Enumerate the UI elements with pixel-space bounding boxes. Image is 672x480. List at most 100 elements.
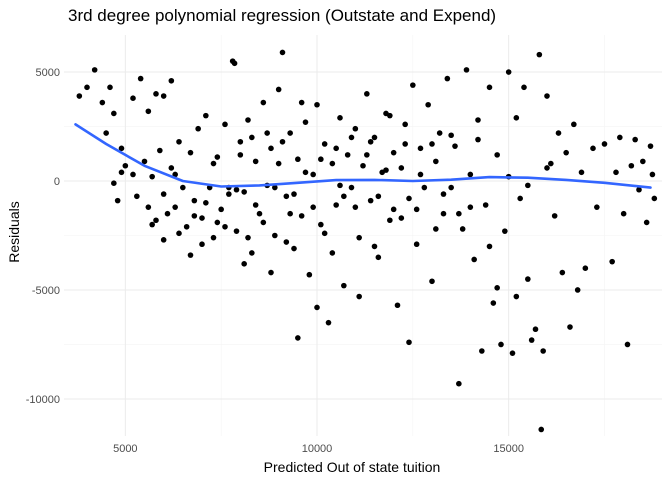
y-tick-label: 0	[54, 176, 60, 188]
data-point	[601, 141, 608, 147]
data-point	[291, 191, 297, 197]
data-point	[287, 210, 293, 217]
data-point	[398, 165, 405, 171]
data-point	[425, 101, 431, 108]
data-point	[187, 252, 194, 258]
data-point	[486, 243, 493, 250]
data-point	[226, 191, 232, 197]
data-point	[475, 117, 481, 123]
data-point	[649, 171, 656, 178]
data-point	[475, 136, 481, 143]
data-point	[567, 324, 573, 330]
data-point	[540, 348, 546, 354]
data-point	[628, 162, 635, 169]
data-point	[624, 341, 631, 348]
data-point	[617, 134, 623, 141]
data-point	[111, 110, 117, 117]
data-point	[536, 51, 543, 58]
data-point	[329, 250, 336, 256]
data-point	[525, 182, 531, 189]
data-point	[402, 121, 408, 128]
data-point	[168, 77, 175, 84]
data-point	[498, 341, 504, 348]
data-point	[371, 134, 378, 141]
data-point	[164, 210, 171, 217]
data-point	[107, 84, 113, 91]
data-point	[91, 67, 98, 73]
data-point	[264, 130, 270, 136]
smooth-line-layer	[74, 123, 652, 189]
data-point	[364, 152, 370, 158]
data-point	[417, 171, 424, 178]
data-point	[383, 167, 389, 173]
data-point	[352, 125, 359, 132]
data-point	[199, 241, 205, 248]
data-point	[141, 158, 148, 165]
data-point	[402, 141, 408, 147]
data-point	[203, 200, 209, 206]
data-point	[241, 189, 247, 195]
data-point	[421, 184, 428, 191]
data-point	[609, 258, 615, 265]
data-point	[513, 115, 520, 121]
data-point	[268, 269, 274, 276]
data-point	[571, 121, 577, 128]
data-point	[283, 193, 290, 200]
data-point	[544, 165, 550, 171]
data-point	[406, 339, 412, 346]
x-tick-label: 5000	[113, 443, 137, 455]
data-point	[134, 193, 140, 200]
data-point	[222, 121, 228, 128]
data-point	[433, 226, 439, 232]
data-point	[302, 119, 309, 125]
data-point	[295, 335, 301, 341]
data-point	[551, 213, 558, 219]
data-point	[272, 184, 278, 191]
data-point	[590, 145, 596, 152]
data-point	[440, 191, 447, 197]
data-point	[344, 152, 351, 158]
tick-labels: 5000 10000 15000 -10000 -5000 0 5000	[26, 67, 524, 455]
data-point	[390, 149, 397, 156]
data-point	[636, 186, 642, 193]
data-point	[364, 91, 370, 97]
data-point	[413, 206, 420, 213]
data-point	[122, 162, 129, 169]
data-point	[203, 112, 209, 119]
data-point	[410, 82, 416, 88]
data-point	[214, 154, 221, 160]
data-point	[521, 84, 527, 91]
data-point	[371, 243, 378, 250]
data-point	[456, 380, 462, 387]
data-point	[563, 149, 569, 156]
data-point	[76, 93, 83, 99]
data-point	[348, 134, 355, 141]
data-point	[153, 91, 159, 97]
data-point	[275, 160, 282, 167]
data-point	[337, 115, 343, 121]
data-point	[555, 130, 562, 136]
data-point	[341, 193, 347, 200]
x-tick-label: 10000	[302, 443, 333, 455]
y-tick-label: -10000	[26, 394, 60, 406]
data-point	[283, 239, 290, 245]
data-point	[310, 204, 316, 210]
data-point	[398, 215, 405, 221]
data-point	[502, 228, 508, 234]
data-point	[268, 145, 274, 152]
data-point	[149, 173, 155, 180]
chart-title: 3rd degree polynomial regression (Outsta…	[68, 6, 496, 25]
data-point	[436, 130, 443, 136]
data-point	[260, 99, 267, 106]
data-point	[341, 282, 347, 289]
data-point	[160, 191, 167, 197]
data-point	[333, 202, 339, 208]
x-axis-title: Predicted Out of state tuition	[264, 459, 441, 475]
data-point	[310, 171, 316, 178]
data-point	[210, 160, 217, 167]
data-point	[145, 204, 152, 210]
y-tick-label: 5000	[36, 67, 60, 79]
data-point	[214, 219, 221, 226]
data-point	[352, 204, 359, 210]
data-point	[375, 193, 382, 200]
